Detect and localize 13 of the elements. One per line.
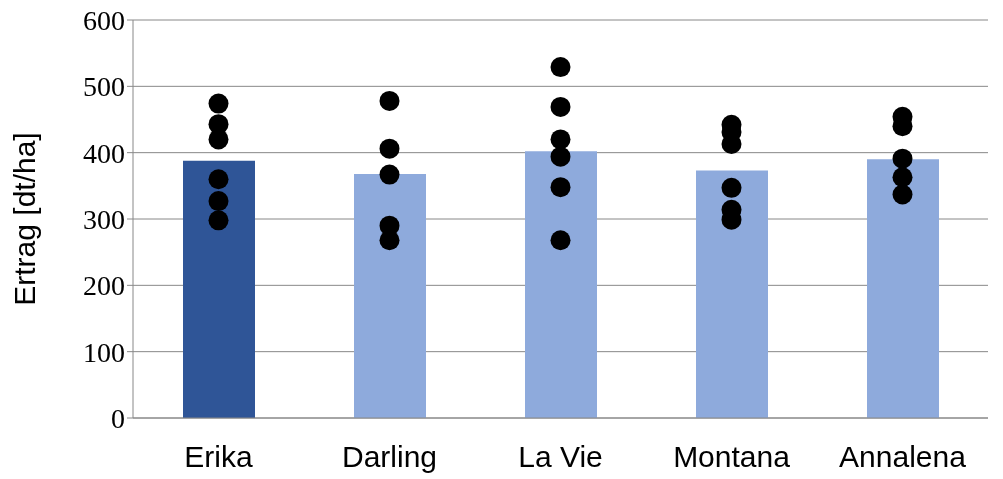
y-tick-label: 400: [83, 137, 125, 169]
x-tick-label: Montana: [673, 440, 791, 474]
y-tick-label: 0: [111, 402, 125, 434]
y-tick-label: 100: [83, 336, 125, 368]
y-tick-label: 500: [83, 71, 125, 103]
y-tick-label: 300: [83, 203, 125, 235]
x-tick-label: Annalena: [839, 440, 967, 474]
x-tick-label: Darling: [341, 440, 438, 474]
y-tick-label: 600: [83, 4, 125, 36]
x-tick-label: Erika: [184, 440, 253, 474]
y-axis-title: Ertrag [dt/ha]: [7, 132, 41, 306]
y-tick-label: 200: [83, 270, 125, 302]
x-tick-label: La Vie: [518, 440, 603, 474]
